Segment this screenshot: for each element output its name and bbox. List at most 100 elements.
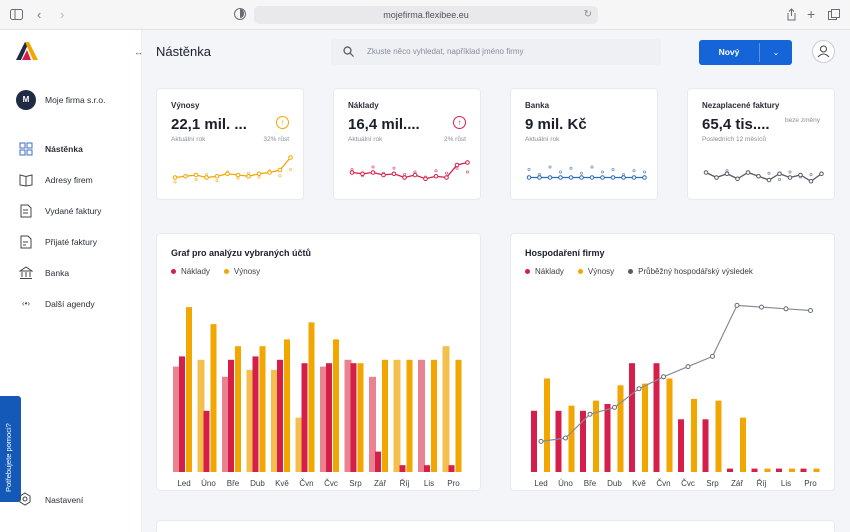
sparkline-secondary-point bbox=[455, 166, 459, 170]
sidebar-item-received-invoices[interactable]: Přijaté faktury bbox=[0, 226, 142, 257]
sparkline-point bbox=[172, 175, 178, 180]
x-tick-label: Čvc bbox=[324, 479, 338, 488]
x-tick-label: Zář bbox=[374, 479, 386, 488]
x-tick-label: Čvn bbox=[656, 479, 670, 488]
sparkline-point bbox=[256, 171, 262, 177]
bar-revenue bbox=[813, 468, 820, 472]
app-logo[interactable] bbox=[16, 42, 38, 60]
running-result-line bbox=[540, 304, 811, 442]
sidebar-menu: Nástěnka Adresy firem Vydané faktury Při… bbox=[0, 133, 142, 319]
search-input[interactable]: Zkuste něco vyhledat, například jméno fi… bbox=[331, 39, 661, 65]
tabs-overview-icon[interactable] bbox=[828, 9, 840, 21]
sparkline-point bbox=[600, 175, 605, 180]
bar-costs bbox=[580, 410, 586, 472]
back-icon[interactable]: ‹ bbox=[37, 7, 42, 22]
sparkline-point bbox=[391, 171, 397, 177]
legend-item-costs[interactable]: Náklady bbox=[171, 267, 210, 276]
bar-revenue bbox=[740, 417, 746, 472]
sparkline-point bbox=[370, 170, 376, 175]
legend-item-costs[interactable]: Náklady bbox=[525, 267, 564, 276]
bar-overlay bbox=[442, 346, 450, 472]
bar-costs bbox=[399, 465, 406, 472]
bar-overlay bbox=[295, 417, 303, 472]
running-result-point bbox=[808, 308, 813, 313]
sidebar-item-label: Další agendy bbox=[45, 298, 95, 309]
sidebar-item-label: Přijaté faktury bbox=[45, 236, 97, 247]
user-avatar[interactable] bbox=[812, 40, 835, 63]
book-icon bbox=[18, 172, 34, 188]
legend-dot bbox=[525, 269, 530, 274]
new-button-label[interactable]: Nový bbox=[718, 47, 740, 57]
bar-overlay bbox=[173, 366, 180, 472]
sparkline-point bbox=[642, 175, 647, 180]
bar-overlay bbox=[344, 359, 352, 472]
bar-costs bbox=[203, 410, 210, 472]
sparkline-point bbox=[621, 175, 626, 180]
sparkline-line bbox=[174, 157, 291, 179]
accounts-chart-card: Graf pro analýzu vybraných účtů Náklady … bbox=[156, 233, 481, 491]
bar-costs bbox=[702, 419, 709, 472]
sidebar-item-more-agendas[interactable]: ‹•› Další agendy bbox=[0, 288, 142, 319]
kpi-card[interactable]: Výnosy 22,1 mil. ... Aktuální rok 32% rů… bbox=[156, 88, 304, 200]
sparkline-point bbox=[547, 175, 553, 180]
bank-icon bbox=[18, 265, 34, 281]
x-tick-label: Kvě bbox=[275, 479, 289, 488]
legend-label: Náklady bbox=[181, 267, 210, 276]
legend-item-revenue[interactable]: Výnosy bbox=[223, 267, 260, 276]
collapse-sidebar-icon[interactable]: ↔ bbox=[134, 47, 143, 57]
sparkline-point bbox=[433, 173, 439, 179]
bar-revenue bbox=[617, 385, 624, 472]
bar-revenue bbox=[186, 307, 192, 472]
bar-revenue bbox=[593, 400, 599, 472]
kpi-card[interactable]: Nezaplacené faktury 65,4 tis.... Posledn… bbox=[687, 88, 835, 200]
kpi-note: beze změny bbox=[784, 117, 820, 124]
sparkline-point bbox=[798, 172, 803, 178]
bar-revenue bbox=[235, 346, 241, 472]
privacy-shield-icon[interactable] bbox=[234, 8, 246, 20]
url-text: mojefirma.flexibee.eu bbox=[383, 10, 469, 20]
kpi-period: Aktuální rok bbox=[348, 136, 383, 143]
sparkline-point bbox=[819, 171, 824, 177]
company-switcher[interactable]: M Moje firma s.r.o. bbox=[16, 90, 105, 110]
bar-overlay bbox=[369, 376, 376, 472]
running-result-point bbox=[759, 304, 764, 310]
legend-label: Výnosy bbox=[587, 267, 615, 276]
sparkline-secondary-point bbox=[809, 172, 813, 176]
reload-icon[interactable]: ↻ bbox=[583, 9, 592, 20]
sidebar-item-dashboard[interactable]: Nástěnka bbox=[0, 133, 142, 164]
sidebar-item-bank[interactable]: Banka bbox=[0, 257, 142, 288]
kpi-card[interactable]: Náklady 16,4 mil.... Aktuální rok 2% růs… bbox=[333, 88, 481, 200]
bar-costs bbox=[252, 356, 259, 472]
x-tick-label: Kvě bbox=[632, 479, 646, 488]
sparkline-line bbox=[705, 171, 822, 183]
address-bar[interactable]: mojefirma.flexibee.eu ↻ bbox=[254, 6, 598, 24]
sidebar-item-settings[interactable]: Nastavení bbox=[18, 492, 83, 508]
chevron-down-icon[interactable]: ⌄ bbox=[772, 48, 780, 57]
kpi-card[interactable]: Banka 9 mil. Kč Aktuální rok bbox=[510, 88, 658, 200]
sparkline-point bbox=[381, 172, 386, 178]
legend-item-revenue[interactable]: Výnosy bbox=[577, 267, 615, 276]
new-button[interactable]: Nový ⌄ bbox=[699, 40, 792, 65]
new-tab-icon[interactable]: + bbox=[807, 6, 816, 22]
sparkline-secondary-point bbox=[215, 179, 219, 183]
legend-item-running-result[interactable]: Průběžný hospodářský výsledek bbox=[628, 267, 753, 276]
bar-overlay bbox=[246, 370, 254, 472]
sparkline-point bbox=[225, 171, 230, 177]
sparkline-point bbox=[631, 175, 637, 180]
sidebar-item-addresses[interactable]: Adresy firem bbox=[0, 164, 142, 195]
kpi-title: Výnosy bbox=[171, 101, 200, 110]
sidebar-toggle-icon[interactable] bbox=[10, 9, 23, 20]
sparkline-secondary-point bbox=[548, 165, 552, 169]
legend-label: Průběžný hospodářský výsledek bbox=[638, 267, 753, 276]
sparkline-secondary-point bbox=[278, 174, 282, 178]
help-button[interactable]: Potřebujete pomoci? bbox=[0, 396, 21, 502]
forward-icon[interactable]: › bbox=[60, 7, 65, 22]
sparkline-secondary-point bbox=[445, 171, 449, 175]
x-tick-label: Bře bbox=[227, 479, 240, 488]
bar-revenue bbox=[568, 405, 575, 472]
sparkline-point bbox=[777, 171, 782, 177]
sidebar-item-issued-invoices[interactable]: Vydané faktury bbox=[0, 195, 142, 226]
kpi-sparkline bbox=[172, 155, 293, 184]
share-icon[interactable] bbox=[786, 8, 797, 21]
sparkline-secondary-point bbox=[611, 167, 615, 171]
